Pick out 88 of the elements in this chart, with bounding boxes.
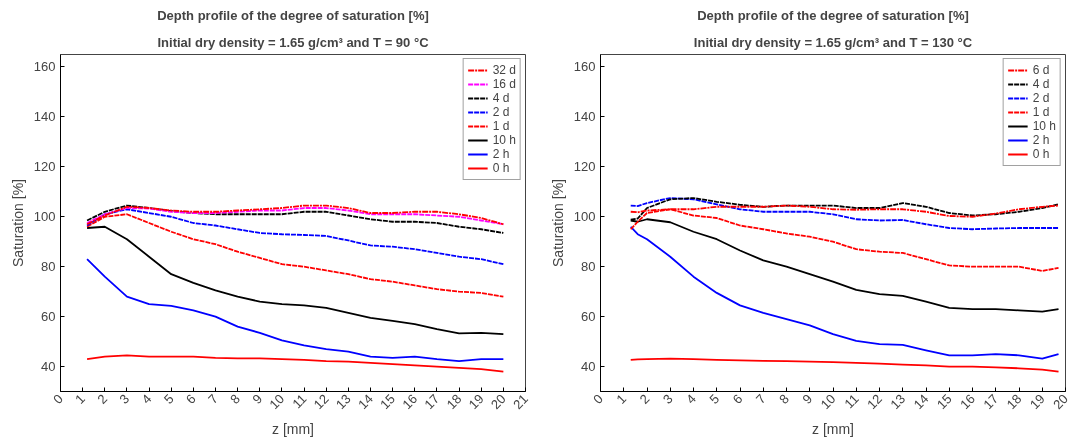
x-tick-label: 0	[590, 391, 606, 407]
x-tick-label: 16	[957, 391, 978, 413]
legend-label: 10 h	[492, 133, 516, 147]
x-tick-label: 4	[138, 391, 155, 407]
x-tick-label: 15	[377, 391, 399, 413]
x-tick-label: 16	[399, 391, 421, 413]
legend-label: 2 h	[492, 147, 511, 161]
x-tick-label: 5	[706, 391, 723, 407]
line-series	[629, 357, 1060, 373]
x-tick-label: 11	[289, 391, 310, 412]
y-tick-label: 40	[581, 359, 596, 375]
x-tick-label: 1	[613, 391, 630, 407]
x-tick-label: 21	[510, 391, 531, 413]
y-tick-label: 160	[573, 59, 596, 75]
y-axis-title: Saturation [%]	[9, 179, 26, 267]
x-tick-label: 10	[817, 391, 839, 413]
y-axis-title: Saturation [%]	[549, 179, 566, 267]
y-tick-label: 160	[33, 59, 56, 75]
x-tick-label: 17	[980, 391, 1002, 413]
x-tick-label: 18	[1003, 391, 1025, 413]
x-tick-label: 14	[355, 391, 376, 413]
x-tick-label: 7	[205, 391, 221, 407]
line-series	[629, 225, 1060, 360]
x-tick-label: 4	[683, 391, 699, 407]
legend-label: 16 d	[492, 77, 516, 91]
y-tick-label: 100	[573, 209, 596, 225]
x-tick-label: 12	[310, 391, 332, 413]
line-series	[629, 197, 1060, 231]
y-tick-label: 80	[41, 259, 56, 275]
legend-label: 0 h	[492, 161, 511, 175]
x-tick-label: 2	[636, 391, 653, 407]
x-tick-label: 1	[72, 391, 89, 407]
legend-label: 32 d	[492, 63, 516, 77]
chart-title: Depth profile of the degree of saturation [%]	[157, 7, 429, 23]
legend-label: 0 h	[1032, 147, 1051, 161]
line-series	[86, 208, 505, 266]
legend-label: 10 h	[1032, 119, 1056, 133]
x-tick-label: 3	[116, 391, 133, 407]
x-tick-label: 19	[1026, 391, 1048, 413]
x-tick-label: 6	[729, 391, 746, 407]
y-tick-label: 140	[33, 109, 56, 125]
line-series	[629, 208, 1060, 272]
x-tick-label: 8	[227, 391, 244, 407]
x-tick-label: 11	[841, 391, 862, 412]
y-tick-label: 60	[581, 309, 596, 325]
legend-label: 2 d	[492, 105, 511, 119]
y-tick-label: 120	[33, 159, 56, 175]
x-tick-label: 15	[933, 391, 955, 413]
x-tick-label: 12	[864, 391, 885, 413]
chart-subtitle: Initial dry density = 1.65 g/cm³ and T = 130 °C	[693, 34, 973, 50]
y-tick-label: 60	[41, 309, 56, 325]
x-tick-label: 7	[752, 391, 769, 407]
x-tick-label: 20	[487, 391, 509, 413]
legend-label: 2 h	[1032, 133, 1051, 147]
line-series	[86, 354, 505, 373]
x-axis-title: z [mm]	[272, 421, 314, 438]
y-tick-label: 140	[573, 109, 596, 125]
chart-title: Depth profile of the degree of saturation [%]	[697, 7, 969, 23]
x-tick-label: 18	[443, 391, 465, 413]
x-tick-label: 9	[799, 391, 816, 407]
x-tick-label: 17	[421, 391, 443, 413]
line-series	[86, 225, 505, 335]
x-tick-label: 19	[465, 391, 487, 413]
x-tick-label: 6	[182, 391, 199, 407]
x-tick-label: 9	[249, 391, 266, 407]
x-tick-label: 8	[776, 391, 792, 407]
x-tick-label: 0	[50, 391, 66, 407]
legend-label: 1 d	[492, 119, 511, 133]
y-tick-label: 80	[581, 259, 596, 275]
x-tick-label: 13	[887, 391, 909, 413]
x-tick-label: 5	[160, 391, 177, 407]
y-tick-label: 120	[573, 159, 596, 175]
legend-label: 2 d	[1032, 91, 1051, 105]
x-tick-label: 20	[1050, 391, 1071, 413]
legend-label: 6 d	[1032, 63, 1051, 77]
legend-label: 4 d	[1032, 77, 1051, 91]
legend-label: 4 d	[492, 91, 511, 105]
x-axis-title: z [mm]	[812, 421, 854, 438]
x-tick-label: 14	[910, 391, 932, 413]
legend-label: 1 d	[1032, 105, 1051, 119]
chart-subtitle: Initial dry density = 1.65 g/cm³ and T = 90 °C	[157, 34, 430, 50]
x-tick-label: 2	[94, 391, 111, 407]
x-tick-label: 10	[266, 391, 288, 413]
x-tick-label: 13	[332, 391, 354, 413]
x-tick-label: 3	[659, 391, 676, 407]
line-series	[86, 258, 505, 362]
y-tick-label: 40	[41, 359, 56, 375]
y-tick-label: 100	[33, 209, 56, 225]
